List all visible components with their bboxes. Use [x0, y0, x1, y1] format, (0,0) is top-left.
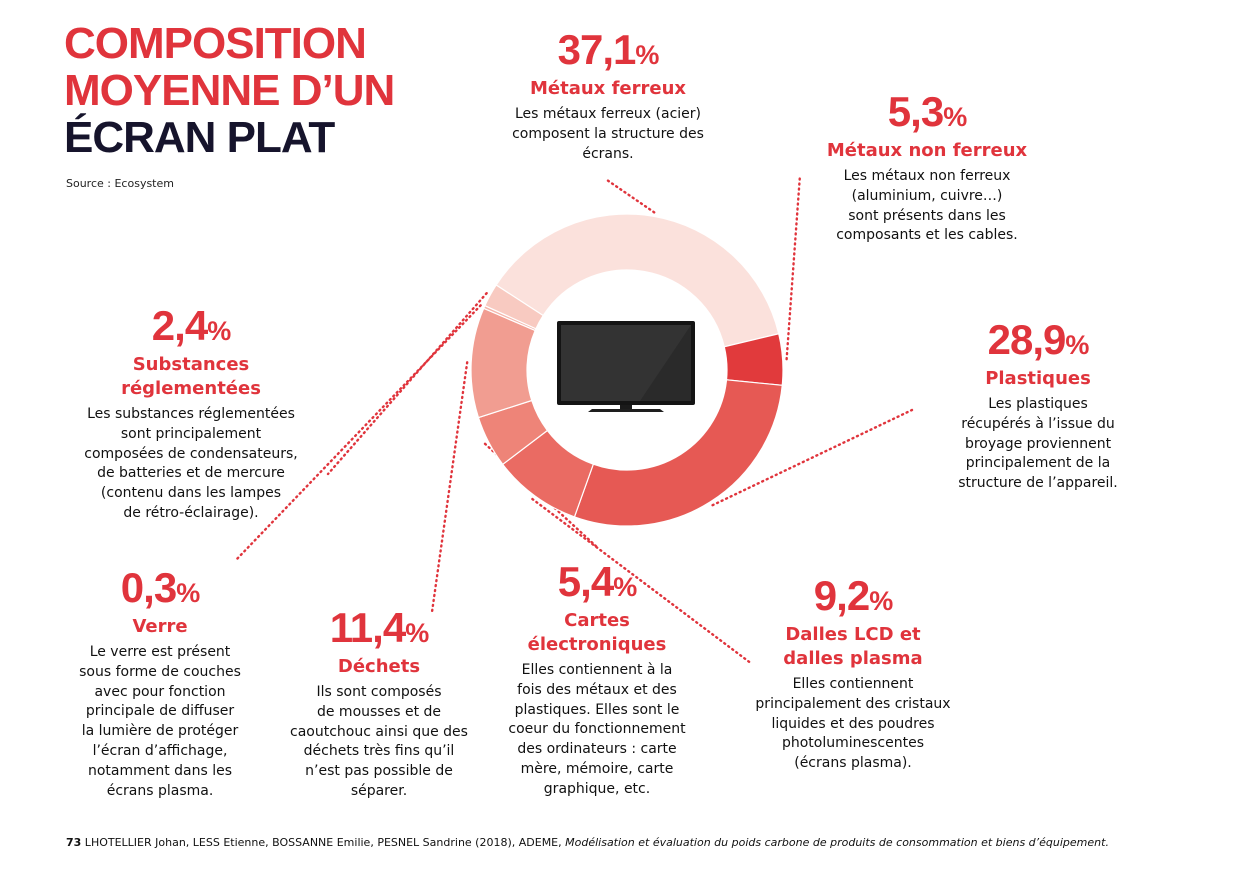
value-metaux-non-ferreux: 5,3	[887, 88, 944, 135]
desc-plastiques: Les plastiques récupérés à l’issue du br…	[958, 396, 1118, 492]
name-plastiques: Plastiques	[985, 368, 1091, 389]
title-line-2: MOYENNE D’UN	[64, 66, 395, 115]
footer-number: 73	[66, 836, 82, 849]
name-dechets: Déchets	[337, 656, 421, 677]
leader-metaux-non-ferreux	[785, 173, 802, 361]
leader-substances-reglementees	[326, 292, 488, 476]
donut-slices	[470, 213, 784, 527]
desc-metaux-ferreux: Les métaux ferreux (acier) composent la …	[512, 106, 704, 162]
leader-dalles-lcd-et-dalles-plasma	[531, 497, 754, 666]
value-metaux-ferreux: 37,1	[557, 26, 637, 73]
title-line-1: COMPOSITION	[64, 19, 367, 68]
name-metaux-non-ferreux: Métaux non ferreux	[826, 140, 1028, 161]
title-line-3: ÉCRAN PLAT	[64, 113, 335, 162]
label-plastiques: 28,9% Plastiques Les plastiques récupéré…	[918, 318, 1158, 494]
leader-dechets	[430, 361, 469, 614]
value-cartes-electroniques: 5,4	[557, 558, 614, 605]
desc-dechets: Ils sont composés de mousses et de caout…	[290, 684, 468, 799]
desc-metaux-non-ferreux: Les métaux non ferreux (aluminium, cuivr…	[836, 168, 1018, 244]
footer-authors: LHOTELLIER Johan, LESS Etienne, BOSSANNE…	[81, 836, 566, 849]
label-verre: 0,3% Verre Le verre est présent sous for…	[60, 566, 260, 801]
slice-metaux-ferreux	[495, 213, 780, 348]
label-cartes-electroniques: 5,4% Cartes électroniques Elles contienn…	[486, 560, 708, 800]
source-note: Source : Ecosystem	[66, 177, 174, 190]
desc-verre: Le verre est présent sous forme de couch…	[79, 644, 241, 799]
tv-icon	[557, 321, 695, 412]
value-dalles-lcd: 9,2	[813, 572, 870, 619]
name-metaux-ferreux: Métaux ferreux	[530, 78, 686, 99]
leader-metaux-ferreux	[605, 178, 656, 214]
leader-verre	[234, 304, 482, 562]
label-metaux-ferreux: 37,1% Métaux ferreux Les métaux ferreux …	[480, 28, 736, 164]
label-dalles-lcd: 9,2% Dalles LCD et dalles plasma Elles c…	[728, 574, 978, 774]
value-plastiques: 28,9	[987, 316, 1067, 363]
name-substances-reglementees: Substances réglementées	[121, 354, 261, 399]
footer-citation: 73 LHOTELLIER Johan, LESS Etienne, BOSSA…	[66, 836, 1109, 849]
slice-plastiques	[573, 379, 783, 527]
desc-cartes-electroniques: Elles contiennent à la fois des métaux e…	[508, 662, 686, 797]
leader-plastiques	[711, 408, 914, 507]
label-metaux-non-ferreux: 5,3% Métaux non ferreux Les métaux non f…	[802, 90, 1052, 246]
name-dalles-lcd: Dalles LCD et dalles plasma	[783, 624, 923, 669]
value-substances-reglementees: 2,4	[151, 302, 208, 349]
slice-substances-reglementees	[484, 284, 544, 330]
value-verre: 0,3	[120, 564, 177, 611]
label-substances-reglementees: 2,4% Substances réglementées Les substan…	[60, 304, 322, 524]
value-dechets: 11,4	[329, 604, 406, 651]
label-dechets: 11,4% Déchets Ils sont composés de mouss…	[268, 606, 490, 802]
chart-title: COMPOSITION MOYENNE D’UN ÉCRAN PLAT	[64, 19, 395, 162]
desc-dalles-lcd: Elles contiennent principalement des cri…	[755, 676, 951, 772]
name-cartes-electroniques: Cartes électroniques	[527, 610, 667, 655]
footer-work: Modélisation et évaluation du poids carb…	[565, 836, 1109, 849]
desc-substances-reglementees: Les substances réglementées sont princip…	[84, 406, 298, 521]
name-verre: Verre	[132, 616, 188, 637]
